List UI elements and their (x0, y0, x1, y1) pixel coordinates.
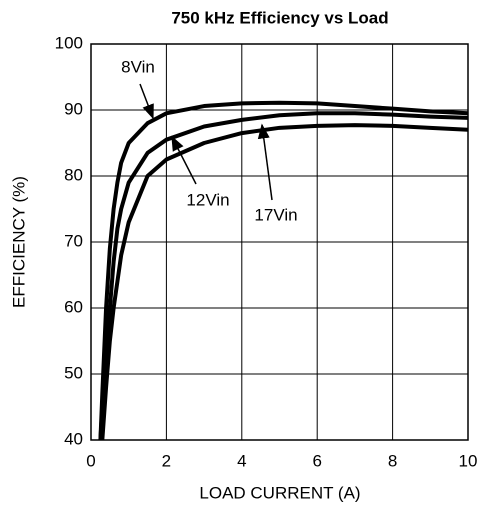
y-tick-label: 70 (64, 231, 83, 250)
x-tick-label: 0 (86, 451, 95, 470)
x-tick-label: 2 (162, 451, 171, 470)
y-tick-label: 100 (55, 33, 83, 52)
chart-title: 750 kHz Efficiency vs Load (171, 8, 388, 27)
series-line (98, 100, 469, 441)
series-line (100, 123, 469, 441)
series-line (98, 111, 469, 441)
y-tick-label: 40 (64, 429, 83, 448)
y-tick-label: 90 (64, 99, 83, 118)
series-label: 8Vin (121, 57, 155, 76)
x-tick-label: 8 (388, 451, 397, 470)
y-tick-label: 60 (64, 297, 83, 316)
arrow (171, 135, 197, 185)
series-label: 12Vin (186, 190, 229, 209)
x-tick-label: 6 (312, 451, 321, 470)
arrow (139, 83, 154, 120)
y-tick-label: 80 (64, 165, 83, 184)
arrow (257, 123, 273, 201)
x-axis-label: LOAD CURRENT (A) (199, 483, 360, 502)
x-tick-label: 10 (459, 451, 478, 470)
x-tick-label: 4 (237, 451, 246, 470)
plot-frame (90, 43, 469, 441)
y-tick-label: 50 (64, 363, 83, 382)
y-axis-label: EFFICIENCY (%) (9, 176, 28, 308)
series-label: 17Vin (254, 205, 297, 224)
